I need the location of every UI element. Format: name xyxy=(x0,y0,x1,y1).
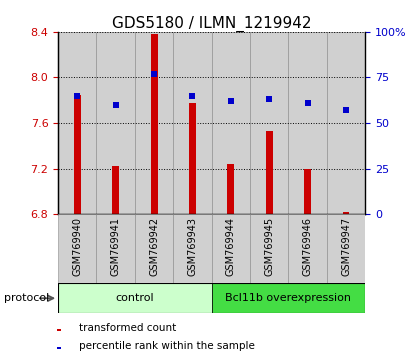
Text: control: control xyxy=(115,293,154,303)
Title: GDS5180 / ILMN_1219942: GDS5180 / ILMN_1219942 xyxy=(112,16,311,32)
Bar xyxy=(58,214,96,283)
Text: Bcl11b overexpression: Bcl11b overexpression xyxy=(225,293,352,303)
Bar xyxy=(135,32,173,214)
Text: protocol: protocol xyxy=(4,293,49,303)
Bar xyxy=(58,32,96,214)
Text: GSM769944: GSM769944 xyxy=(226,217,236,276)
Bar xyxy=(173,214,212,283)
Text: GSM769941: GSM769941 xyxy=(111,217,121,276)
Bar xyxy=(250,32,288,214)
Text: GSM769945: GSM769945 xyxy=(264,217,274,276)
Bar xyxy=(151,34,158,214)
Bar xyxy=(250,214,288,283)
Text: GSM769946: GSM769946 xyxy=(303,217,312,276)
Bar xyxy=(57,347,61,349)
Text: GSM769947: GSM769947 xyxy=(341,217,351,276)
Bar xyxy=(96,32,135,214)
Bar xyxy=(212,32,250,214)
Bar xyxy=(304,169,311,214)
Text: percentile rank within the sample: percentile rank within the sample xyxy=(78,341,254,351)
Bar xyxy=(112,166,119,214)
Text: GSM769940: GSM769940 xyxy=(72,217,82,276)
Bar xyxy=(342,212,349,214)
Bar xyxy=(135,214,173,283)
Bar xyxy=(173,32,212,214)
Bar xyxy=(212,283,365,313)
Bar xyxy=(58,283,212,313)
Bar xyxy=(74,95,81,214)
Bar xyxy=(327,32,365,214)
Bar xyxy=(96,214,135,283)
Bar xyxy=(288,214,327,283)
Bar xyxy=(266,131,273,214)
Bar xyxy=(189,103,196,214)
Bar xyxy=(212,214,250,283)
Text: GSM769942: GSM769942 xyxy=(149,217,159,276)
Bar xyxy=(288,32,327,214)
Bar xyxy=(327,214,365,283)
Bar xyxy=(227,164,234,214)
Bar xyxy=(57,329,61,331)
Text: transformed count: transformed count xyxy=(78,323,176,333)
Text: GSM769943: GSM769943 xyxy=(188,217,198,276)
